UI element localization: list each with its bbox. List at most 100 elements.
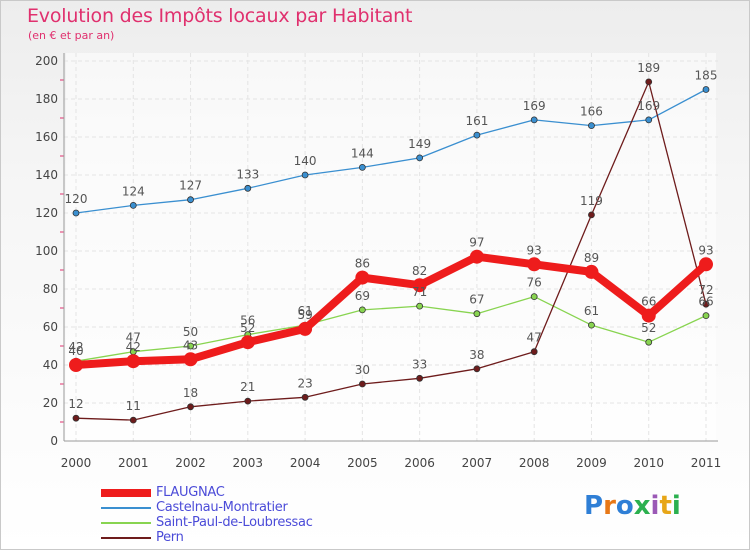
x-tick-label: 2007 <box>462 456 493 470</box>
legend-label: FLAUGNAC <box>156 485 225 500</box>
data-point-castelnau-montratier <box>473 131 481 139</box>
data-label-castelnau-montratier: 144 <box>351 146 374 160</box>
data-point-pern <box>244 397 252 405</box>
data-label-pern: 11 <box>126 399 141 413</box>
data-label-pern: 189 <box>637 61 660 75</box>
y-tick-label: 140 <box>35 168 58 182</box>
logo-letter: P <box>584 491 604 521</box>
legend-label: Pern <box>156 530 184 545</box>
y-tick-label: 120 <box>35 206 58 220</box>
data-label-pern: 12 <box>68 397 83 411</box>
data-label-saint-paul-de-loubressac: 61 <box>297 304 312 318</box>
data-point-castelnau-montratier <box>244 184 252 192</box>
data-label-saint-paul-de-loubressac: 71 <box>412 285 427 299</box>
data-label-flaugnac: 43 <box>183 338 198 352</box>
data-label-flaugnac: 89 <box>584 251 599 265</box>
data-label-castelnau-montratier: 149 <box>408 137 431 151</box>
data-label-castelnau-montratier: 127 <box>179 179 202 193</box>
data-label-flaugnac: 66 <box>641 295 656 309</box>
logo-letter: r <box>603 491 616 521</box>
legend-swatch <box>101 537 151 539</box>
x-tick-label: 2010 <box>633 456 664 470</box>
data-point-pern <box>645 78 653 86</box>
series-line-flaugnac <box>72 252 710 369</box>
legend-label: Saint-Paul-de-Loubressac <box>156 515 313 530</box>
data-point-castelnau-montratier <box>702 86 710 93</box>
proxiti-logo: Proxiti <box>584 491 681 521</box>
data-label-flaugnac: 82 <box>412 264 427 278</box>
data-point-flaugnac <box>469 249 484 264</box>
data-label-pern: 38 <box>469 348 484 362</box>
data-point-flaugnac <box>355 270 370 285</box>
series-line-pern <box>75 81 707 421</box>
series-line-saint-paul-de-loubressac <box>75 295 707 362</box>
x-tick-label: 2003 <box>233 456 264 470</box>
data-point-flaugnac <box>584 264 599 279</box>
data-point-flaugnac <box>183 352 198 367</box>
data-point-castelnau-montratier <box>301 171 309 179</box>
data-label-flaugnac: 52 <box>240 321 255 335</box>
data-label-saint-paul-de-loubressac: 56 <box>240 314 255 328</box>
data-point-castelnau-montratier <box>588 122 595 129</box>
data-point-saint-paul-de-loubressac <box>530 293 538 301</box>
data-label-flaugnac: 59 <box>297 308 312 322</box>
data-point-flaugnac <box>240 335 255 350</box>
data-point-pern <box>72 414 80 422</box>
data-point-castelnau-montratier <box>187 196 194 204</box>
data-label-castelnau-montratier: 161 <box>465 114 488 128</box>
y-tick-label: 20 <box>43 396 58 410</box>
data-label-pern: 18 <box>183 386 198 400</box>
data-point-flaugnac <box>412 278 427 293</box>
data-point-saint-paul-de-loubressac <box>473 310 481 318</box>
y-tick-label: 60 <box>43 320 58 334</box>
data-point-saint-paul-de-loubressac <box>588 321 595 329</box>
data-point-flaugnac <box>298 321 313 336</box>
y-tick-label: 180 <box>35 92 58 106</box>
logo-letter: i <box>650 491 660 521</box>
data-point-flaugnac <box>126 354 141 369</box>
x-tick-label: 2000 <box>61 456 92 470</box>
data-point-pern <box>129 416 137 424</box>
data-label-castelnau-montratier: 169 <box>637 99 660 113</box>
data-label-saint-paul-de-loubressac: 50 <box>183 325 198 339</box>
data-label-saint-paul-de-loubressac: 76 <box>527 276 542 290</box>
legend-swatch <box>101 489 151 497</box>
data-label-saint-paul-de-loubressac: 47 <box>126 331 141 345</box>
data-label-saint-paul-de-loubressac: 42 <box>68 340 83 354</box>
legend-swatch <box>101 522 151 524</box>
data-label-pern: 72 <box>698 283 713 297</box>
data-label-castelnau-montratier: 185 <box>695 69 718 83</box>
data-label-flaugnac: 42 <box>126 340 141 354</box>
data-label-castelnau-montratier: 124 <box>122 184 145 198</box>
x-tick-label: 2001 <box>118 456 149 470</box>
data-label-saint-paul-de-loubressac: 61 <box>584 304 599 318</box>
data-label-flaugnac: 93 <box>698 243 713 257</box>
y-tick-label: 100 <box>35 244 58 258</box>
x-tick-label: 2005 <box>347 456 378 470</box>
data-point-saint-paul-de-loubressac <box>358 306 366 314</box>
data-label-pern: 33 <box>412 357 427 371</box>
data-point-saint-paul-de-loubressac <box>416 302 424 310</box>
data-point-flaugnac <box>699 257 713 272</box>
data-point-pern <box>473 365 481 373</box>
data-label-pern: 47 <box>527 331 542 345</box>
series-line-castelnau-montratier <box>75 88 707 214</box>
data-label-saint-paul-de-loubressac: 66 <box>698 295 713 309</box>
logo-letter: o <box>615 491 634 521</box>
data-label-pern: 23 <box>297 376 312 390</box>
legend-label: Castelnau-Montratier <box>156 500 288 515</box>
data-label-saint-paul-de-loubressac: 69 <box>355 289 370 303</box>
x-tick-label: 2006 <box>404 456 435 470</box>
data-point-castelnau-montratier <box>129 201 137 209</box>
data-label-castelnau-montratier: 166 <box>580 105 603 119</box>
data-label-saint-paul-de-loubressac: 67 <box>469 293 484 307</box>
data-point-castelnau-montratier <box>645 116 653 124</box>
data-label-flaugnac: 93 <box>527 243 542 257</box>
x-tick-label: 2008 <box>519 456 550 470</box>
data-point-castelnau-montratier <box>530 116 538 124</box>
data-label-castelnau-montratier: 140 <box>294 154 317 168</box>
data-point-flaugnac <box>527 257 542 272</box>
x-tick-label: 2002 <box>175 456 206 470</box>
data-label-pern: 119 <box>580 194 603 208</box>
